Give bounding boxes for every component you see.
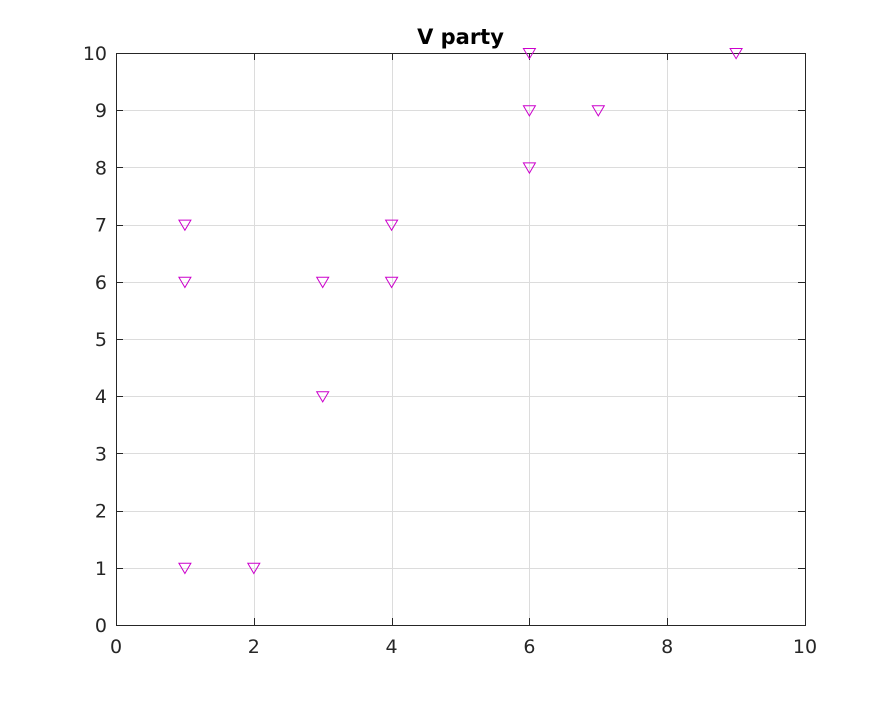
y-tick-label: 2 <box>95 501 107 523</box>
y-tick-label: 3 <box>95 443 107 465</box>
data-point-marker <box>178 562 192 575</box>
y-tick-label: 9 <box>95 100 107 122</box>
x-tick-label: 4 <box>386 636 398 658</box>
y-tick-label: 5 <box>95 329 107 351</box>
x-tick-label: 6 <box>523 636 535 658</box>
data-point-marker <box>522 105 537 117</box>
y-axis-tick-labels: 0 1 2 3 4 5 6 7 8 9 10 <box>83 43 107 637</box>
x-tick-label: 2 <box>248 636 260 658</box>
data-point-marker <box>315 276 330 289</box>
data-points <box>178 48 743 575</box>
axis-ticks <box>116 53 806 626</box>
y-tick-label: 0 <box>95 615 107 637</box>
data-point-marker <box>522 162 537 175</box>
y-tick-label: 7 <box>95 215 107 237</box>
data-point-marker <box>315 391 330 403</box>
y-tick-label: 4 <box>95 386 107 408</box>
y-tick-label: 6 <box>95 272 107 294</box>
x-axis-tick-labels: 0 2 4 6 8 10 <box>110 636 817 658</box>
grid <box>116 53 805 625</box>
data-point-marker <box>729 48 743 60</box>
data-point-marker <box>178 276 192 289</box>
x-tick-label: 8 <box>661 636 673 658</box>
y-tick-label: 1 <box>95 558 107 580</box>
y-tick-label: 10 <box>83 43 107 65</box>
chart-title: V party <box>417 25 504 49</box>
y-tick-label: 8 <box>95 157 107 179</box>
data-point-marker <box>246 562 261 575</box>
data-point-marker <box>522 48 537 60</box>
data-point-marker <box>178 219 192 232</box>
x-tick-label: 0 <box>110 636 122 658</box>
x-tick-label: 10 <box>793 636 817 658</box>
data-point-marker <box>384 219 399 232</box>
data-point-marker <box>384 276 399 289</box>
data-point-marker <box>591 105 606 117</box>
